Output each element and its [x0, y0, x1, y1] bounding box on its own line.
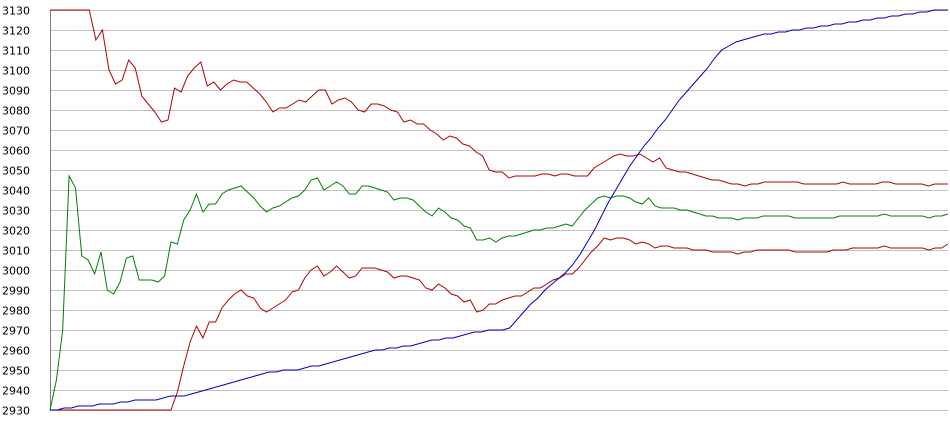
y-tick-label: 2940 [2, 385, 30, 398]
y-tick-label: 3040 [2, 185, 30, 198]
series-line-1 [50, 9, 948, 187]
y-axis-ticks: 2930 2940 2950 2960 2970 2980 2990 3000 3010 3020… [2, 5, 30, 418]
y-tick-label: 3030 [2, 205, 30, 218]
y-tick-label: 3130 [2, 5, 30, 18]
y-tick-label: 3090 [2, 85, 30, 98]
y-tick-label: 3080 [2, 105, 30, 118]
y-tick-label: 2960 [2, 345, 30, 358]
series-line-4 [50, 9, 948, 411]
series-line-3 [50, 237, 949, 411]
y-tick-label: 3020 [2, 225, 30, 238]
y-tick-label: 2970 [2, 325, 30, 338]
y-tick-label: 2950 [2, 365, 30, 378]
y-tick-label: 3070 [2, 125, 30, 138]
series-line-2 [49, 174, 949, 411]
y-tick-label: 2980 [2, 305, 30, 318]
y-tick-label: 3060 [2, 145, 30, 158]
y-tick-label: 3100 [2, 65, 30, 78]
y-tick-label: 3000 [2, 265, 30, 278]
y-tick-label: 3120 [2, 25, 30, 38]
y-tick-label: 3050 [2, 165, 30, 178]
y-tick-label: 2990 [2, 285, 30, 298]
series-lines [49, 9, 949, 411]
grid [50, 10, 948, 411]
y-tick-label: 3110 [2, 45, 30, 58]
y-tick-label: 3010 [2, 245, 30, 258]
y-tick-label: 2930 [2, 405, 30, 418]
